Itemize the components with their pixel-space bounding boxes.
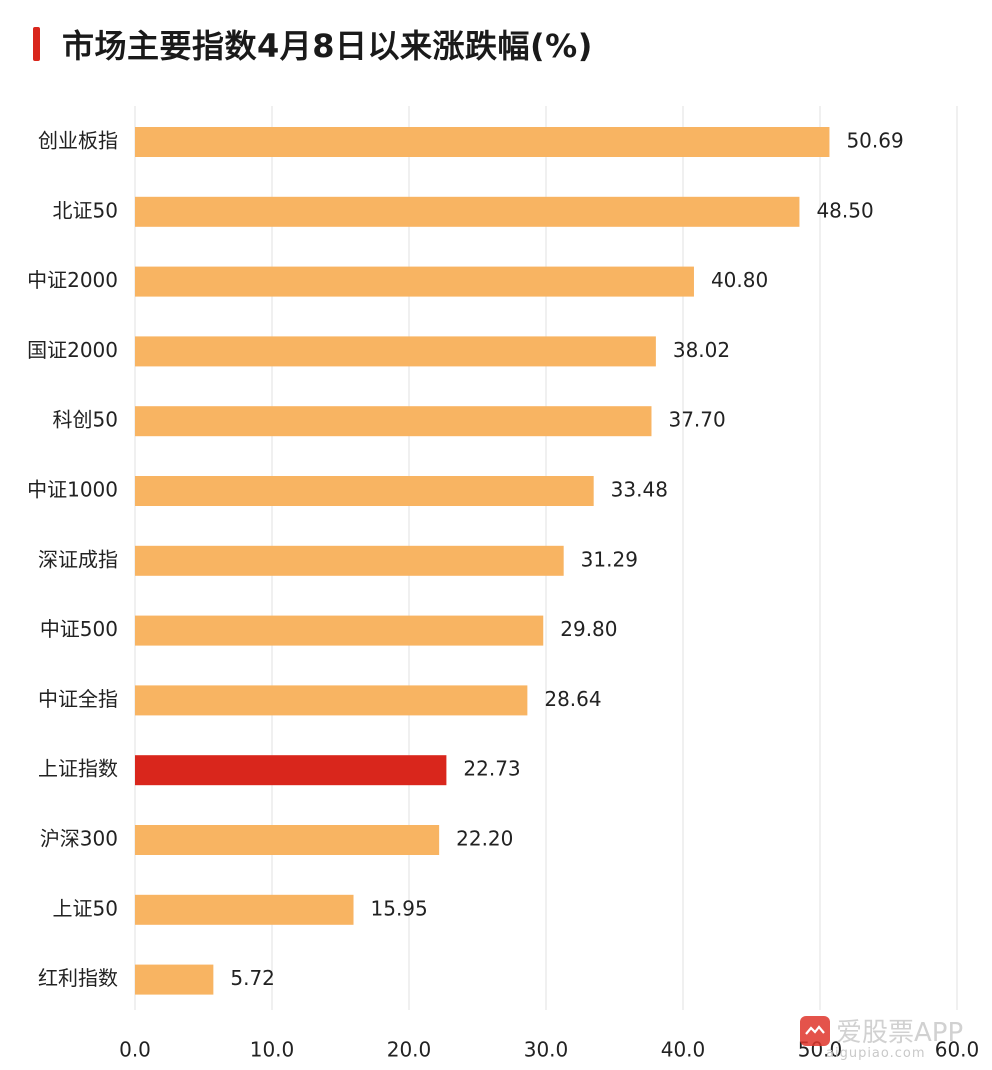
bar [135,336,656,367]
watermark-url: aigupiao.com [826,1046,926,1061]
bar [135,196,800,227]
value-label: 29.80 [560,617,617,641]
title-accent-bar [33,27,40,61]
value-label: 33.48 [611,478,668,502]
category-label: 国证2000 [27,338,118,362]
value-label: 22.20 [456,827,513,851]
category-label: 沪深300 [40,827,118,851]
chart-title: 市场主要指数4月8日以来涨跌幅(%) [33,20,593,68]
category-label: 中证2000 [27,268,118,292]
bar [135,964,214,995]
category-label: 中证1000 [27,478,118,502]
bar [135,615,544,646]
bar [135,894,354,925]
grid-lines [134,106,958,1010]
watermark: 爱股票APP [800,1012,963,1049]
chart-title-text: 市场主要指数4月8日以来涨跌幅(%) [62,27,593,65]
category-label: 中证全指 [38,687,118,711]
value-label: 38.02 [673,338,730,362]
value-label: 22.73 [463,757,520,781]
bar [135,266,694,297]
x-tick-label: 30.0 [524,1038,569,1062]
bar [135,825,440,855]
watermark-logo-icon [800,1015,830,1046]
category-label: 深证成指 [38,547,118,571]
category-label: 上证指数 [38,757,118,781]
bar [135,755,447,786]
category-label: 创业板指 [38,129,118,153]
value-label: 40.80 [711,268,768,292]
x-tick-label: 40.0 [661,1038,706,1062]
bar [135,545,564,576]
bars [135,127,830,995]
category-label: 上证50 [53,896,118,920]
watermark-text: 爱股票APP [836,1018,964,1048]
value-label: 5.72 [230,966,275,990]
value-label: 31.29 [581,547,638,571]
x-tick-label: 20.0 [387,1038,432,1062]
category-label: 北证50 [53,198,118,222]
bar [135,406,652,437]
category-label: 中证500 [40,617,118,641]
value-label: 37.70 [668,408,725,432]
bar [135,685,528,716]
x-tick-label: 10.0 [250,1038,295,1062]
bar [135,127,830,157]
value-label: 48.50 [816,198,873,222]
x-tick-label: 60.0 [935,1038,980,1062]
bar [135,476,594,506]
value-label: 28.64 [544,687,601,711]
category-label: 科创50 [53,408,118,432]
value-label: 50.69 [846,129,903,153]
x-tick-label: 0.0 [119,1038,151,1062]
value-label: 15.95 [371,896,428,920]
category-label: 红利指数 [38,966,118,990]
